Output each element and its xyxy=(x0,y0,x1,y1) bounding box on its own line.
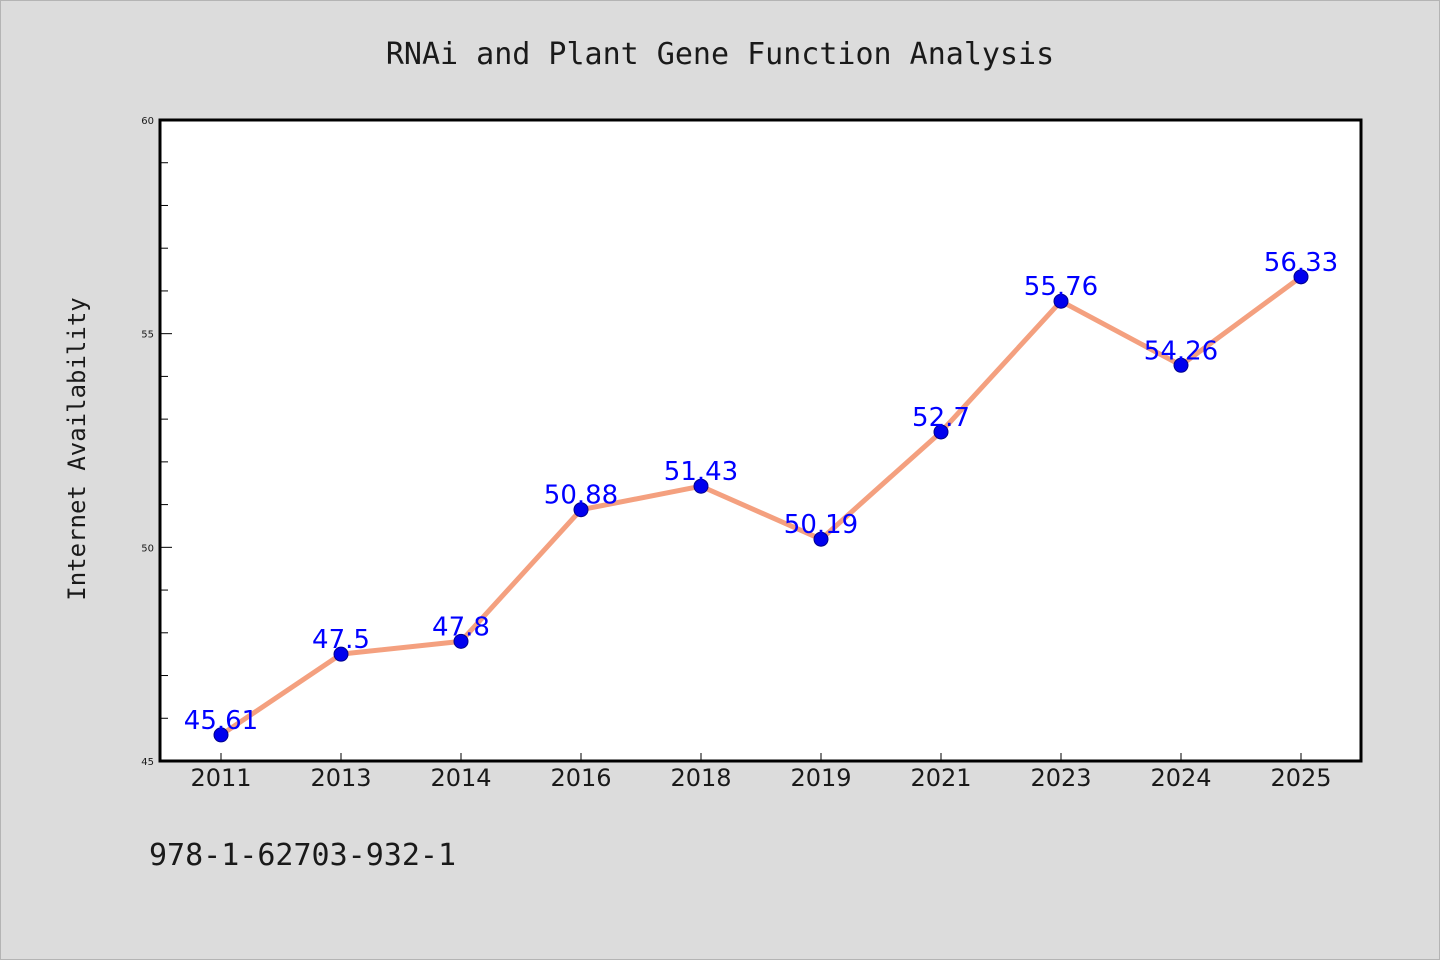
data-label: 50.19 xyxy=(784,510,858,540)
x-tick-label: 2023 xyxy=(1030,764,1091,792)
data-markers xyxy=(213,269,1309,743)
isbn-text: 978-1-62703-932-1 xyxy=(149,838,456,873)
x-tick-label: 2016 xyxy=(550,764,611,792)
y-tick-label: 60 xyxy=(141,116,154,127)
data-point xyxy=(213,727,229,743)
series-line xyxy=(218,274,1304,738)
series-line-group xyxy=(218,274,1304,738)
data-label: 45.61 xyxy=(184,706,258,736)
y-axis: 45 50 55 60 xyxy=(141,116,172,768)
x-axis: 2011 2013 2014 2016 2018 2019 2021 2023 2024 2025 xyxy=(190,753,1332,792)
data-label: 56.33 xyxy=(1264,248,1338,278)
data-label: 51.43 xyxy=(664,457,738,487)
x-tick-label: 2024 xyxy=(1150,764,1211,792)
data-point xyxy=(1173,357,1189,373)
y-tick-label: 55 xyxy=(141,330,154,341)
data-label: 47.8 xyxy=(432,612,490,642)
data-labels: 45.61 47.5 47.8 50.88 51.43 50.19 52.7 55.76 54.… xyxy=(184,248,1338,736)
chart-title: RNAi and Plant Gene Function Analysis xyxy=(386,37,1054,72)
data-label: 50.88 xyxy=(544,481,618,511)
data-label: 52.7 xyxy=(912,403,970,433)
data-point xyxy=(933,424,949,440)
data-label: 47.5 xyxy=(312,625,370,655)
data-label: 55.76 xyxy=(1024,272,1098,302)
y-axis-label: Internet Availability xyxy=(63,297,91,600)
data-point xyxy=(573,502,589,518)
data-label: 54.26 xyxy=(1144,336,1218,366)
x-tick-label: 2013 xyxy=(310,764,371,792)
data-point xyxy=(333,646,349,662)
data-point xyxy=(1293,269,1309,285)
x-tick-label: 2021 xyxy=(910,764,971,792)
x-tick-label: 2014 xyxy=(430,764,491,792)
x-tick-label: 2011 xyxy=(190,764,251,792)
x-tick-label: 2019 xyxy=(790,764,851,792)
x-tick-label: 2025 xyxy=(1270,764,1331,792)
y-tick-label: 50 xyxy=(141,543,154,554)
x-tick-label: 2018 xyxy=(670,764,731,792)
plot-area xyxy=(158,118,1363,763)
data-point xyxy=(813,531,829,547)
data-point xyxy=(1053,293,1069,309)
data-point xyxy=(453,633,469,649)
data-point xyxy=(693,478,709,494)
y-tick-label: 45 xyxy=(141,757,154,768)
